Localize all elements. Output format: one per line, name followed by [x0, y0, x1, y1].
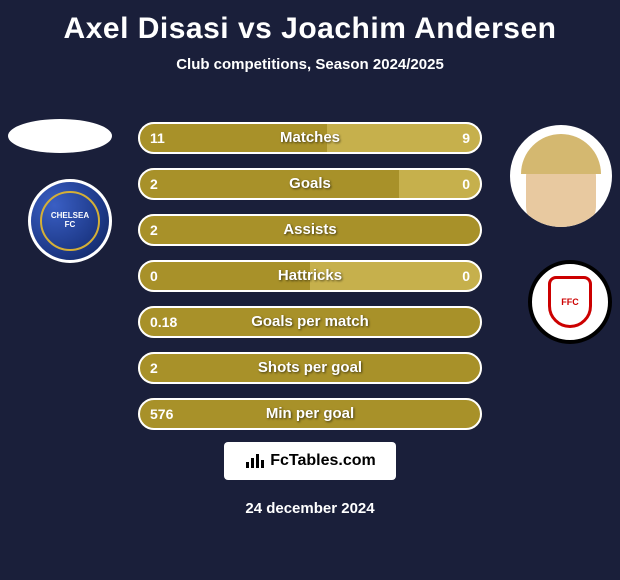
stat-metric-label: Goals: [138, 168, 482, 200]
fulham-badge-icon: FFC: [548, 276, 592, 328]
stat-metric-label: Goals per match: [138, 306, 482, 338]
stat-metric-label: Shots per goal: [138, 352, 482, 384]
stat-metric-label: Matches: [138, 122, 482, 154]
club-badge-left: CHELSEAFC: [28, 179, 112, 263]
player-right-avatar: [510, 125, 612, 227]
stat-row: 20Goals: [138, 168, 482, 200]
subtitle: Club competitions, Season 2024/2025: [0, 56, 620, 73]
stat-metric-label: Assists: [138, 214, 482, 246]
chelsea-badge-icon: CHELSEAFC: [40, 191, 100, 251]
player-left-avatar: [8, 119, 112, 153]
bars-icon: [244, 452, 266, 470]
stat-row: 2Assists: [138, 214, 482, 246]
stat-row: 119Matches: [138, 122, 482, 154]
stat-metric-label: Hattricks: [138, 260, 482, 292]
date-text: 24 december 2024: [0, 500, 620, 517]
stat-row: 2Shots per goal: [138, 352, 482, 384]
stat-row: 576Min per goal: [138, 398, 482, 430]
logo-text: FcTables.com: [270, 452, 376, 470]
club-badge-right: FFC: [528, 260, 612, 344]
stat-row: 00Hattricks: [138, 260, 482, 292]
fctables-logo: FcTables.com: [224, 442, 396, 480]
page-title: Axel Disasi vs Joachim Andersen: [0, 0, 620, 46]
stat-metric-label: Min per goal: [138, 398, 482, 430]
stat-row: 0.18Goals per match: [138, 306, 482, 338]
stats-container: 119Matches 20Goals 2Assists 00Hattricks 0.18…: [138, 122, 482, 444]
player-face-placeholder: [526, 142, 596, 227]
